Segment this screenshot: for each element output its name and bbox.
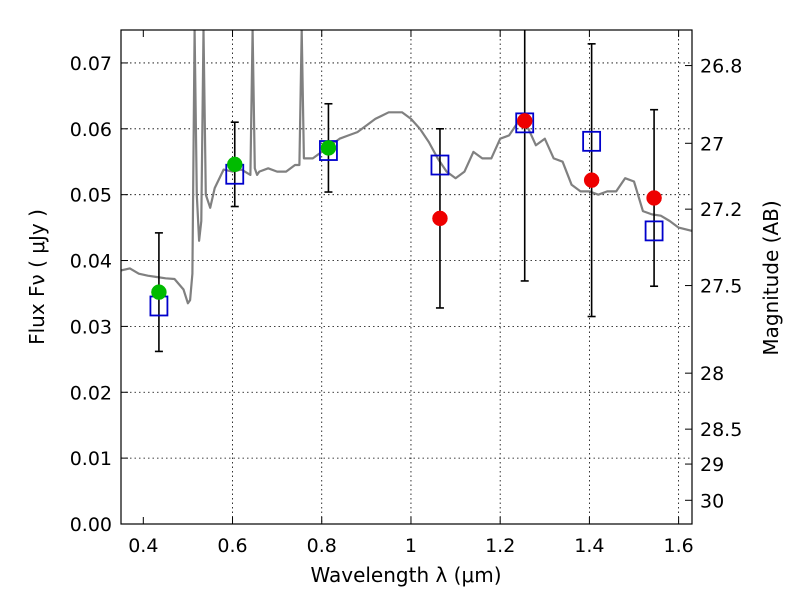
x-tick-label: 0.4 [128, 535, 158, 557]
red-data-point [646, 190, 662, 206]
y-tick-label: 0.05 [70, 185, 112, 207]
right-tick-label: 28 [700, 363, 724, 385]
tick-label-layer: 0.4 0.6 0.8 1 1.2 1.4 1.6 0.00 0.01 0.02 0.03 0.04 0… [70, 53, 743, 557]
model-square-marker [430, 154, 450, 176]
green-data-point [151, 284, 167, 300]
model-square-marker [582, 130, 602, 152]
right-tick-label: 29 [700, 454, 724, 476]
spectrum-layer [121, 30, 692, 305]
y-tick-label: 0.06 [70, 119, 112, 141]
x-tick-label: 1 [405, 535, 417, 557]
tick-layer [121, 30, 692, 525]
y-tick-label: 0.07 [70, 53, 112, 75]
right-axis-label: Magnitude (AB) [759, 200, 783, 355]
right-tick-label: 26.8 [700, 56, 742, 78]
red-data-point [432, 210, 448, 227]
y-axis-label: Flux Fν ( μJy ) [25, 209, 49, 345]
spectrum-line [121, 30, 692, 305]
x-tick-label: 1.4 [574, 535, 604, 557]
plot-frame [120, 29, 693, 525]
right-tick-label: 28.5 [700, 419, 742, 441]
x-tick-label: 0.8 [307, 535, 337, 557]
red-data-point [583, 172, 600, 188]
right-tick-label: 30 [700, 490, 724, 512]
green-data-point [320, 140, 337, 156]
x-axis-label: Wavelength λ (μm) [310, 563, 501, 587]
green-data-point [227, 156, 243, 173]
x-tick-label: 1.2 [485, 535, 515, 557]
x-tick-label: 1.6 [664, 535, 694, 557]
grid-lines [121, 30, 692, 524]
right-tick-label: 27.5 [700, 276, 742, 298]
model-square-marker [644, 220, 664, 242]
right-tick-label: 27 [700, 133, 724, 155]
red-data-point [516, 113, 533, 129]
y-tick-label: 0.04 [70, 251, 112, 273]
x-tick-label: 0.6 [217, 535, 247, 557]
y-tick-label: 0.03 [70, 316, 112, 338]
marker-layer [149, 112, 664, 317]
y-tick-label: 0.00 [70, 514, 112, 536]
y-tick-label: 0.01 [70, 448, 112, 470]
y-tick-label: 0.02 [70, 382, 112, 404]
right-tick-label: 27.2 [700, 199, 742, 221]
